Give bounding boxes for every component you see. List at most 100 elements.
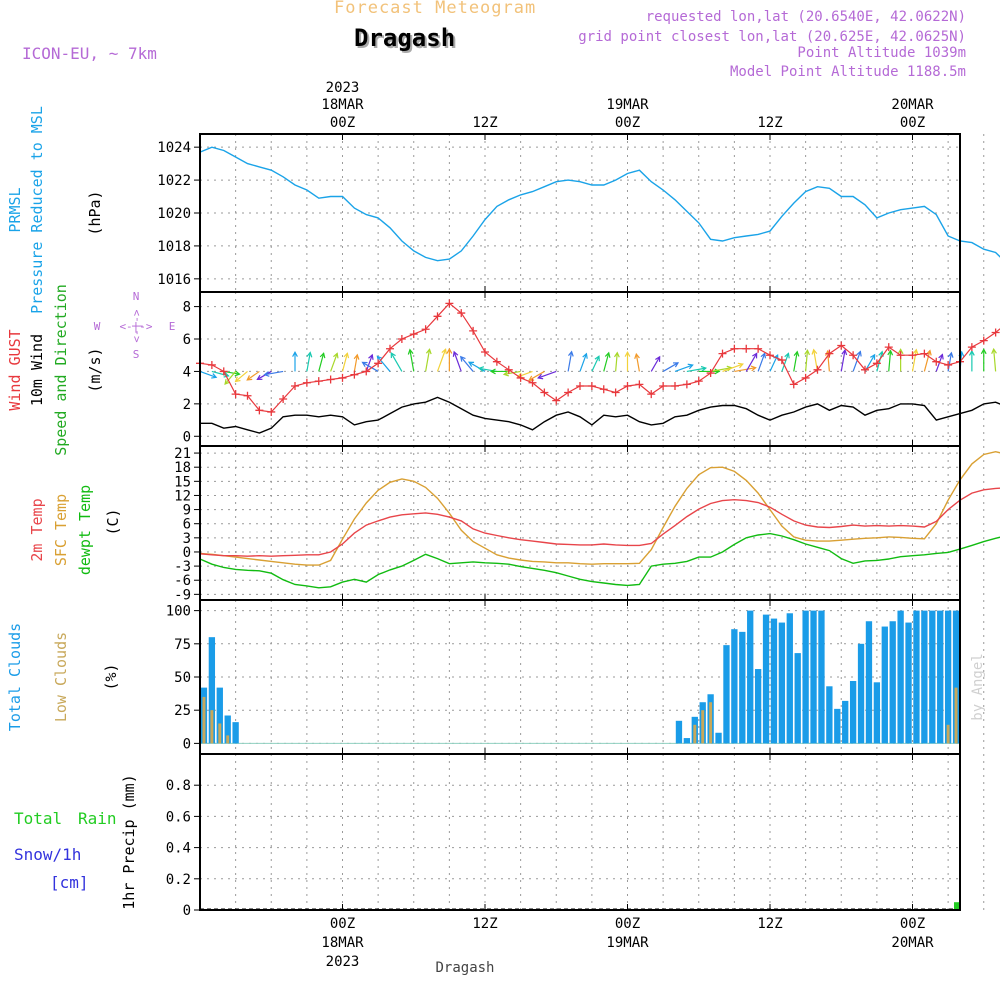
- gust-marker: [896, 351, 905, 360]
- bottom-hour-label: 12Z: [472, 916, 497, 932]
- bottom-year-label: 2023: [326, 954, 360, 970]
- wind-arrow: [390, 352, 403, 372]
- wind-arrow-head: [368, 353, 374, 360]
- gust-marker: [623, 382, 632, 391]
- total-cloud-bar: [905, 622, 912, 744]
- low-cloud-bar: [693, 724, 697, 744]
- gust-markers: [196, 299, 1000, 416]
- footer-location: Dragash: [435, 960, 494, 976]
- model-label: ICON-EU, ~ 7km: [22, 44, 157, 63]
- gust-marker: [825, 349, 834, 358]
- temp-tick-label: 18: [174, 460, 191, 476]
- pressure-grid: 1016 1018 1020 1022 1024: [157, 134, 985, 292]
- wind-arrow: [745, 353, 758, 372]
- wind-arrow: [888, 350, 892, 372]
- total-clouds-label: Total Clouds: [6, 623, 24, 731]
- temp-unit-label: (C): [104, 508, 122, 535]
- wind-arrow-head: [537, 373, 544, 380]
- bottom-hour-label: 00Z: [615, 916, 640, 932]
- wind-arrow: [662, 362, 679, 372]
- wind-arrow-head: [760, 352, 767, 359]
- wind-speed-direction-label: Speed and Direction: [52, 284, 70, 456]
- wind-gust-label: Wind GUST: [6, 329, 24, 410]
- wind-frame: [199, 291, 961, 447]
- rain-bar: [954, 902, 959, 910]
- sfc-temp-label: SFC Temp: [52, 494, 70, 566]
- gust-marker: [754, 344, 763, 353]
- gust-marker: [659, 382, 668, 391]
- wind-arrow-head: [991, 347, 997, 354]
- total-cloud-bar: [834, 708, 841, 744]
- total-cloud-bar: [929, 610, 936, 744]
- precip-snow-label: Snow/1h: [14, 845, 81, 864]
- wind-speed-line: [200, 396, 1000, 434]
- top-hour-label: 00Z: [900, 115, 925, 131]
- gust-marker: [742, 344, 751, 353]
- gust-marker: [635, 380, 644, 389]
- wind-arrow-head: [594, 355, 600, 362]
- wind-arrow-head: [870, 353, 876, 360]
- total-cloud-bar: [723, 645, 730, 744]
- wind-unit-label: (m/s): [86, 347, 104, 392]
- gust-marker: [789, 380, 798, 389]
- precip-tick-label: 0.2: [166, 872, 191, 888]
- precip-frame: [199, 753, 961, 911]
- wind-arrow: [710, 367, 732, 373]
- total-cloud-bar: [754, 669, 762, 744]
- wind-arrow: [635, 353, 640, 372]
- wind-arrow: [923, 350, 931, 372]
- gust-marker: [932, 357, 941, 366]
- low-cloud-bar: [202, 696, 206, 744]
- total-cloud-bar: [715, 732, 722, 744]
- wind-arrow-head: [452, 350, 459, 357]
- gust-marker: [457, 309, 466, 318]
- wind-arrow-head: [407, 348, 414, 355]
- total-cloud-bar: [849, 680, 857, 744]
- gust-marker: [231, 390, 240, 399]
- top-hour-label: 00Z: [330, 115, 355, 131]
- wind-arrow-head: [752, 352, 758, 359]
- wind-arrow: [264, 370, 284, 376]
- gust-marker: [861, 365, 869, 374]
- gust-marker: [872, 359, 881, 368]
- wind-arrow-head: [604, 351, 611, 358]
- bottom-hour-label: 12Z: [757, 916, 782, 932]
- gust-marker: [671, 382, 679, 391]
- total-cloud-bar: [913, 610, 920, 744]
- bottom-hour-label: 00Z: [900, 916, 925, 932]
- precip-total-label: Total: [14, 809, 62, 828]
- pressure-tick-label: 1024: [157, 140, 191, 156]
- gust-marker: [397, 335, 406, 344]
- wind-arrow: [538, 370, 557, 379]
- gust-marker: [884, 343, 893, 352]
- gust-marker: [445, 299, 454, 308]
- gust-marker: [552, 396, 561, 405]
- pressure-line: [199, 146, 1000, 262]
- gust-marker: [944, 360, 953, 369]
- wind-arrow-head: [673, 362, 680, 368]
- wind-arrow-head: [477, 366, 485, 372]
- total-cloud-bar: [770, 618, 778, 744]
- total-cloud-bar: [802, 610, 809, 744]
- wind-arrow-head: [700, 365, 708, 372]
- model-point-altitude: Model Point Altitude 1188.5m: [729, 64, 966, 80]
- wind-arrow: [911, 349, 917, 372]
- wind-arrow-head: [441, 348, 447, 355]
- wind-arrow-head: [446, 347, 453, 354]
- wind-arrow: [840, 350, 846, 372]
- gust-line: [199, 302, 1000, 413]
- compass-rose: N S W E <-|-><-|->: [94, 290, 176, 361]
- gust-marker: [207, 360, 216, 369]
- wind-arrow-head: [306, 351, 313, 358]
- low-cloud-bar: [210, 710, 214, 744]
- gust-marker: [433, 312, 442, 321]
- wind-arrow-head: [938, 353, 944, 360]
- total-cloud-bar: [826, 686, 833, 744]
- total-cloud-bar: [818, 610, 825, 744]
- point-altitude: Point Altitude 1039m: [797, 45, 966, 61]
- wind-arrow-head: [582, 352, 588, 359]
- wind-arrow: [615, 352, 618, 372]
- wind-arrow: [257, 370, 272, 380]
- wind-arrow: [993, 349, 997, 372]
